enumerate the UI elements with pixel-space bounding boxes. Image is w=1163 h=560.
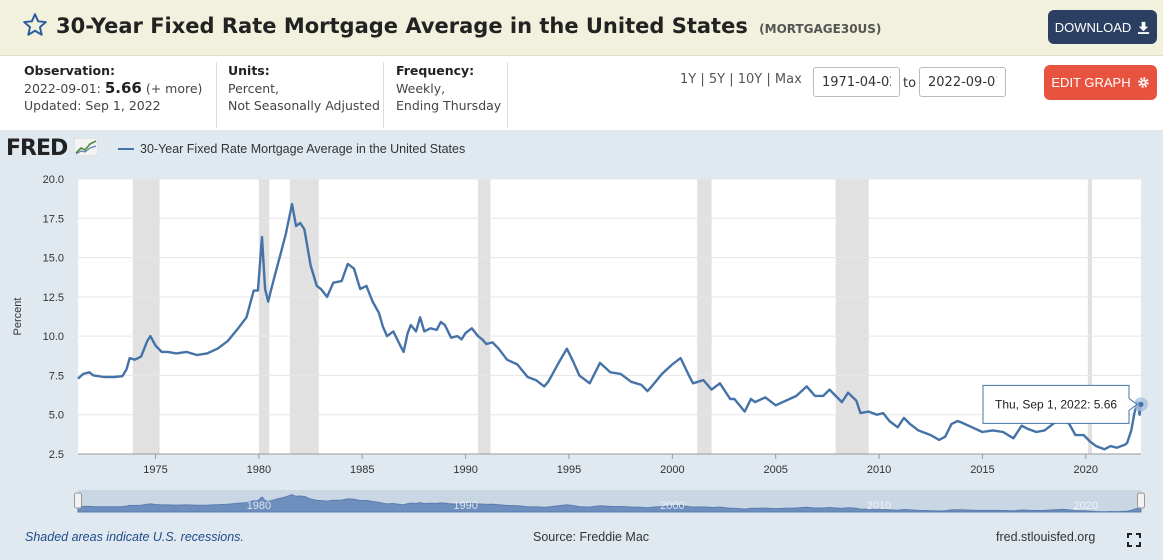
recession-band [478, 179, 491, 454]
series-id: (MORTGAGE30US) [759, 22, 882, 36]
observation-date: 2022-09-01: [24, 80, 101, 96]
page-title: 30-Year Fixed Rate Mortgage Average in t… [56, 14, 881, 38]
x-tick-label: 2010 [867, 464, 891, 476]
navigator-handle [1137, 492, 1145, 509]
frequency-label: Frequency: [396, 63, 475, 78]
navigator-label: 1990 [453, 500, 477, 512]
legend-series-name: 30-Year Fixed Rate Mortgage Average in t… [140, 142, 466, 156]
x-tick-label: 1995 [557, 464, 581, 476]
download-icon [1138, 21, 1150, 34]
series-title: 30-Year Fixed Rate Mortgage Average in t… [56, 14, 748, 38]
chart-legend: 30-Year Fixed Rate Mortgage Average in t… [118, 142, 465, 156]
fred-logo-graph-icon [73, 137, 99, 157]
observation-block: Observation: 2022-09-01: 5.66 (+ more) U… [24, 62, 217, 128]
recession-band [835, 179, 869, 454]
download-label: DOWNLOAD [1054, 19, 1132, 35]
tooltip-box [982, 384, 1138, 424]
x-tick-label: 1990 [453, 464, 477, 476]
recession-note: Shaded areas indicate U.S. recessions. [25, 530, 244, 544]
y-tick-label: 2.5 [49, 449, 64, 461]
x-tick-label: 1985 [350, 464, 374, 476]
x-tick-label: 1975 [143, 464, 167, 476]
y-tick-label: 20.0 [43, 174, 64, 186]
range-5y[interactable]: 5Y [708, 72, 726, 87]
x-tick-label: 2015 [970, 464, 994, 476]
download-button[interactable]: DOWNLOAD [1048, 10, 1157, 44]
navigator-label: 2010 [867, 500, 891, 512]
y-tick-label: 15.0 [43, 253, 64, 265]
y-tick-label: 10.0 [43, 331, 64, 343]
y-tick-label: 17.5 [43, 213, 64, 225]
frequency-block: Frequency: Weekly, Ending Thursday [396, 62, 508, 128]
range-1y[interactable]: 1Y [680, 72, 697, 87]
x-tick-label: 1980 [247, 464, 271, 476]
units-line1: Percent, [228, 80, 280, 96]
range-10y[interactable]: 10Y [737, 72, 763, 87]
edit-graph-button[interactable]: EDIT GRAPH [1044, 65, 1157, 100]
recession-band [132, 179, 160, 454]
end-date-input[interactable] [919, 67, 1006, 97]
navigator-label: 1980 [247, 500, 271, 512]
updated-date: Updated: Sep 1, 2022 [24, 98, 161, 113]
units-line2: Not Seasonally Adjusted [228, 98, 380, 113]
fullscreen-icon[interactable] [1127, 533, 1141, 547]
series-line [77, 202, 1143, 451]
observation-label: Observation: [24, 63, 115, 78]
frequency-line2: Ending Thursday [396, 98, 502, 113]
start-date-input[interactable] [813, 67, 900, 97]
x-tick-label: 2000 [660, 464, 684, 476]
y-tick-label: 5.0 [49, 410, 64, 422]
y-axis-label: Percent [12, 298, 24, 336]
y-tick-label: 12.5 [43, 292, 64, 304]
recession-band [258, 179, 270, 454]
observation-more-link[interactable]: (+ more) [145, 80, 203, 96]
x-tick-label: 2005 [763, 464, 787, 476]
tooltip-value: 5.66 [1094, 397, 1118, 411]
units-block: Units: Percent, Not Seasonally Adjusted [228, 62, 384, 128]
recession-band [1087, 179, 1093, 454]
title-bar: 30-Year Fixed Rate Mortgage Average in t… [0, 0, 1163, 56]
range-max[interactable]: Max [774, 72, 802, 87]
observation-value: 5.66 [104, 78, 142, 97]
gear-icon [1137, 77, 1149, 88]
fred-logo-text: FRED [6, 136, 68, 161]
edit-graph-label: EDIT GRAPH [1051, 75, 1131, 90]
source-note: Source: Freddie Mac [533, 530, 650, 544]
to-label: to [903, 76, 917, 91]
tooltip-date: Thu, Sep 1, 2022: [995, 397, 1094, 411]
recession-band [697, 179, 712, 454]
frequency-line1: Weekly, [396, 80, 446, 96]
hover-point [1138, 401, 1144, 407]
site-link[interactable]: fred.stlouisfed.org [996, 530, 1096, 544]
navigator-label: 2000 [660, 500, 684, 512]
tooltip-text: Thu, Sep 1, 2022: 5.66 [995, 397, 1117, 411]
navigator-label: 2020 [1074, 500, 1098, 512]
x-tick-label: 2020 [1074, 464, 1098, 476]
navigator-series [77, 494, 1142, 513]
y-tick-label: 7.5 [49, 370, 64, 382]
legend-swatch [118, 148, 134, 150]
navigator-handle [74, 492, 82, 509]
star-icon[interactable] [22, 12, 48, 38]
range-links: 1Y | 5Y | 10Y | Max [680, 72, 802, 87]
units-label: Units: [228, 63, 270, 78]
plot-background [78, 179, 1141, 454]
fred-logo[interactable]: FRED [6, 136, 99, 161]
